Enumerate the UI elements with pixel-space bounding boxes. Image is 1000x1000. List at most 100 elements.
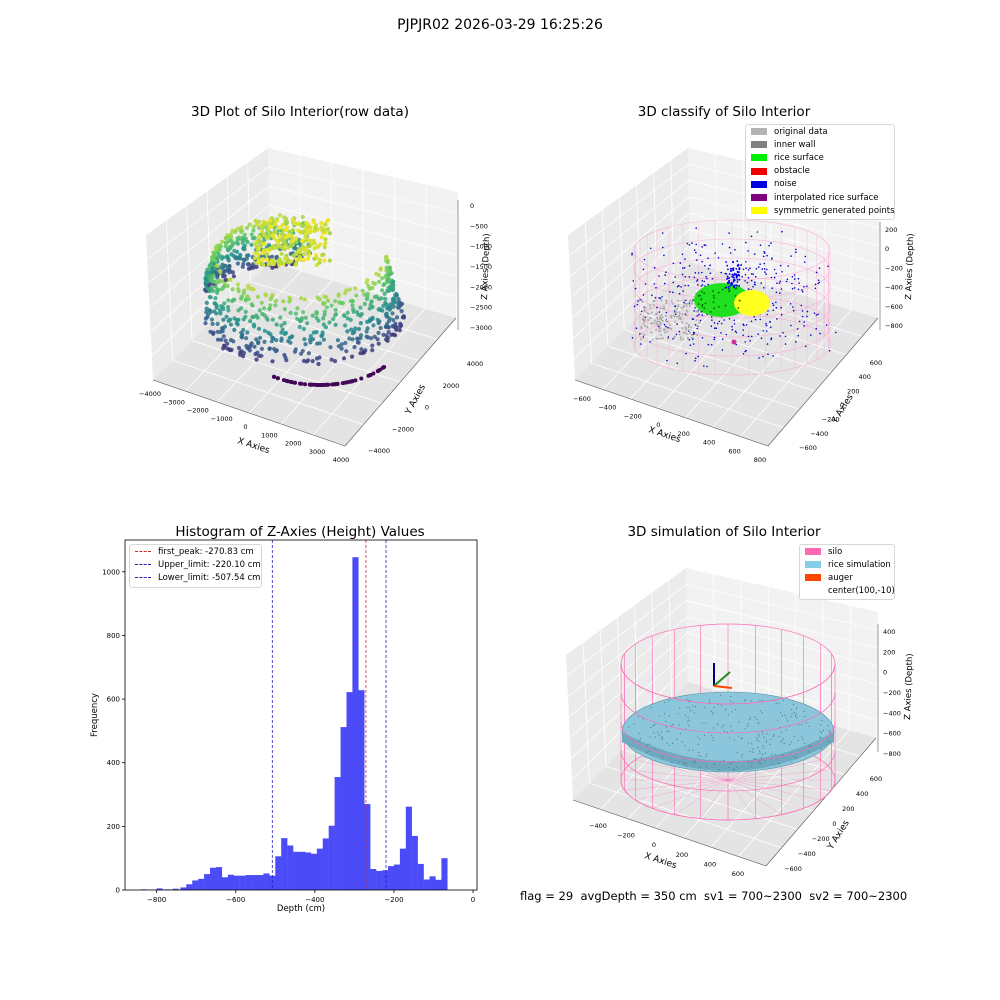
original-point (675, 315, 678, 318)
silo-spoke (727, 769, 832, 781)
noise-point (814, 287, 817, 290)
data-point (278, 225, 283, 230)
data-point (223, 240, 228, 245)
legend-swatch (805, 561, 821, 569)
tick-label: −400 (885, 284, 903, 292)
noise-point (771, 287, 774, 290)
histogram-bar (204, 874, 211, 890)
data-point (359, 347, 364, 352)
surface-point (676, 738, 678, 740)
panel-3-ylabel: Frequency (90, 693, 100, 737)
original-point (682, 338, 685, 341)
data-point (293, 311, 298, 316)
noise-point (784, 343, 787, 345)
grid-line (584, 222, 592, 364)
histogram-bar (233, 875, 240, 890)
data-point (211, 331, 216, 336)
data-point (256, 252, 261, 257)
silo-ring (620, 750, 836, 792)
noise-point (701, 337, 704, 339)
noise-point (762, 330, 765, 332)
tick-label: 600 (870, 359, 882, 367)
original-point (661, 316, 664, 319)
data-point (367, 306, 372, 311)
grid-line (712, 301, 825, 428)
surface-point (793, 735, 795, 738)
data-point (315, 227, 320, 232)
data-point (213, 284, 218, 289)
data-point (215, 329, 220, 334)
data-point (321, 316, 326, 321)
noise-point (713, 336, 716, 339)
noise-point (732, 261, 734, 264)
data-point (319, 221, 324, 226)
rice-point (735, 287, 738, 289)
surface-point (668, 715, 671, 717)
surface-point (759, 710, 762, 712)
data-point (227, 268, 232, 273)
noise-point (704, 244, 707, 247)
data-point (298, 257, 303, 262)
noise-point (814, 283, 817, 286)
panel-4-xlabel: X Axies (643, 851, 678, 871)
noise-point (804, 255, 807, 258)
data-point (310, 313, 315, 318)
data-point (386, 319, 392, 324)
noise-point (717, 257, 720, 259)
surface-point (751, 761, 753, 763)
data-point (325, 226, 330, 232)
noise-point (728, 277, 731, 279)
original-point (643, 309, 646, 312)
data-point (303, 315, 308, 320)
data-point (386, 279, 391, 284)
rice-point (703, 307, 706, 309)
noise-point (731, 268, 733, 270)
x-axis-line (574, 379, 769, 447)
rice-point (734, 295, 737, 297)
data-point (246, 262, 251, 267)
surface-point (794, 715, 797, 717)
rice-point (703, 292, 706, 295)
data-point (321, 252, 326, 257)
data-point (284, 378, 289, 383)
noise-point (709, 272, 712, 275)
noise-point (654, 296, 657, 299)
original-point (690, 333, 693, 336)
noise-point (795, 341, 797, 343)
noise-point (674, 276, 676, 278)
data-point (236, 286, 241, 292)
noise-point (747, 335, 750, 338)
grid-line (591, 362, 784, 429)
data-point (391, 282, 396, 287)
surface-point (756, 739, 758, 742)
surface-point (690, 710, 692, 712)
data-point (278, 315, 283, 320)
data-point (253, 251, 258, 256)
surface-point (679, 707, 681, 709)
data-point (363, 348, 368, 353)
noise-point (766, 343, 769, 345)
data-point (375, 317, 380, 322)
data-point (267, 346, 272, 351)
data-point (249, 302, 254, 307)
original-point (698, 321, 701, 324)
rice-point (701, 303, 704, 306)
noise-point (732, 269, 735, 272)
grid-line (570, 649, 688, 759)
data-point (281, 299, 286, 304)
surface-point (741, 737, 743, 739)
noise-point (692, 299, 694, 301)
data-point (280, 222, 285, 228)
data-point (303, 382, 307, 387)
noise-point (692, 338, 694, 340)
noise-point (752, 286, 754, 288)
original-point (666, 320, 669, 323)
noise-point (710, 344, 713, 346)
noise-point (686, 242, 689, 245)
data-point (343, 340, 348, 346)
original-point (673, 336, 675, 339)
surface-point (750, 700, 752, 702)
rice-point (737, 307, 740, 309)
data-point (339, 342, 344, 347)
original-point (663, 331, 666, 334)
